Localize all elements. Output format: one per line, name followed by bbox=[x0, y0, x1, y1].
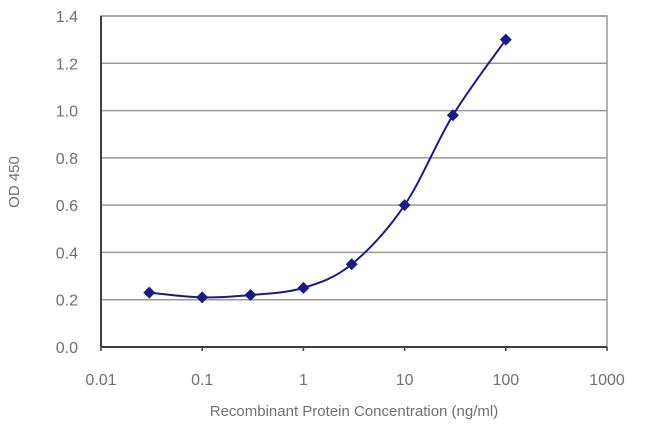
diamond-marker bbox=[446, 109, 459, 122]
diamond-marker bbox=[398, 199, 411, 212]
x-tick-label: 10 bbox=[396, 372, 414, 389]
x-axis-label: Recombinant Protein Concentration (ng/ml… bbox=[210, 403, 498, 420]
x-tick-label: 1000 bbox=[589, 372, 625, 389]
y-tick-label: 0.4 bbox=[56, 245, 78, 262]
plot-area-frame bbox=[100, 15, 608, 348]
x-tick-label: 0.1 bbox=[191, 372, 213, 389]
y-axis-ticks: 0.0 0.2 0.4 0.6 0.8 1.0 1.2 1.4 bbox=[56, 9, 78, 357]
y-tick-label: 0.6 bbox=[56, 198, 78, 215]
y-tick-label: 0.8 bbox=[56, 151, 78, 168]
y-tick-label: 1.4 bbox=[56, 9, 78, 26]
y-tick-label: 0.2 bbox=[56, 293, 78, 310]
data-series bbox=[143, 33, 512, 304]
x-tick-label: 1 bbox=[299, 372, 308, 389]
diamond-marker bbox=[143, 286, 156, 299]
y-axis-label: OD 450 bbox=[6, 156, 23, 208]
x-tick-label: 0.01 bbox=[85, 372, 116, 389]
y-tick-label: 1.2 bbox=[56, 56, 78, 73]
y-tick-label: 0.0 bbox=[56, 340, 78, 357]
diamond-marker bbox=[196, 291, 209, 304]
x-tick-label: 100 bbox=[492, 372, 519, 389]
diamond-marker bbox=[345, 258, 358, 271]
gridlines bbox=[101, 15, 607, 301]
diamond-marker bbox=[297, 281, 310, 294]
diamond-marker bbox=[244, 288, 257, 301]
y-tick-label: 1.0 bbox=[56, 104, 78, 121]
series-line bbox=[149, 39, 507, 299]
x-axis-ticks: 0.01 0.1 1 10 100 1000 bbox=[85, 347, 625, 389]
diamond-marker bbox=[499, 33, 512, 46]
